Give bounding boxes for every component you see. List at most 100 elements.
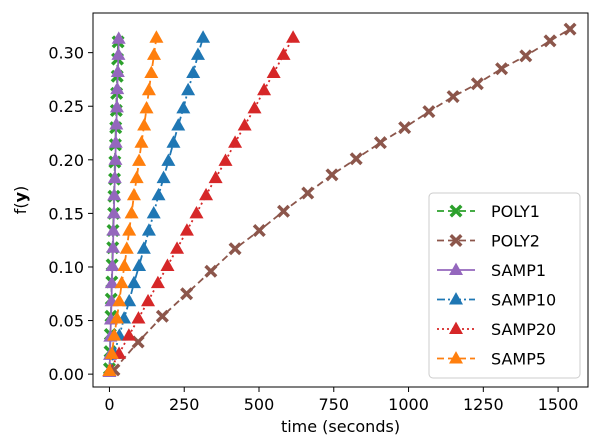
data-point-samp5	[112, 293, 127, 307]
data-point-samp10	[171, 118, 186, 131]
data-point-samp10	[156, 170, 171, 184]
x-tick-label: 1250	[463, 395, 504, 414]
data-point-samp20	[121, 328, 136, 341]
data-point-samp20	[189, 206, 204, 219]
data-point-samp10	[132, 258, 147, 271]
y-tick-label: 0.05	[48, 312, 84, 331]
data-point-poly2	[131, 335, 145, 349]
data-point-samp20	[228, 135, 243, 148]
y-tick-label: 0.30	[48, 44, 84, 63]
legend-label-samp10: SAMP10	[491, 291, 556, 310]
legend-marker-triangle	[449, 351, 463, 364]
legend-marker-triangle	[449, 292, 463, 305]
data-point-samp1	[108, 152, 123, 165]
data-point-samp1	[107, 187, 122, 201]
data-point-samp1	[109, 99, 124, 113]
data-point-poly2	[180, 287, 194, 301]
data-point-samp10	[161, 153, 176, 166]
data-point-poly2	[155, 309, 169, 323]
data-point-samp20	[150, 275, 165, 289]
data-point-samp10	[151, 187, 166, 201]
data-point-samp20	[199, 187, 214, 201]
data-point-samp5	[117, 258, 132, 271]
data-point-poly2	[563, 22, 577, 36]
data-point-samp5	[102, 363, 117, 376]
data-point-samp10	[166, 135, 181, 148]
plot-frame	[92, 12, 589, 388]
data-point-samp5	[109, 311, 124, 324]
data-point-samp10	[186, 65, 201, 79]
legend-label-samp1: SAMP1	[491, 261, 546, 280]
data-point-samp5	[134, 135, 149, 148]
data-point-samp10	[126, 275, 141, 289]
data-point-samp20	[276, 47, 291, 60]
x-tick-label: 750	[318, 395, 349, 414]
data-point-samp20	[179, 223, 194, 236]
data-point-poly2	[470, 77, 484, 91]
y-axis-label: f(y)	[11, 186, 30, 215]
data-point-samp1	[106, 223, 121, 236]
legend-marker-triangle	[449, 262, 463, 276]
legend-item-poly1: POLY1	[437, 202, 540, 221]
data-point-samp20	[208, 170, 223, 184]
legend-label-poly1: POLY1	[491, 202, 540, 221]
data-point-samp10	[136, 241, 151, 254]
data-point-samp1	[111, 47, 126, 60]
y-axis: 0.00 0.05 0.10 0.15 0.20 0.25 0.30	[48, 44, 93, 384]
x-tick-label: 1500	[538, 395, 579, 414]
legend-marker-x	[449, 204, 463, 218]
data-point-samp10	[176, 101, 191, 114]
series-layer	[102, 22, 577, 378]
legend-item-poly2: POLY2	[437, 232, 540, 251]
legend-label-samp5: SAMP5	[491, 350, 546, 369]
data-point-samp1	[104, 275, 119, 289]
data-point-samp10	[122, 293, 137, 307]
x-tick-label: 1000	[388, 395, 429, 414]
y-tick-label: 0.00	[48, 365, 84, 384]
data-point-samp5	[137, 118, 152, 131]
data-point-samp20	[237, 118, 252, 131]
data-point-poly2	[252, 224, 266, 238]
data-point-poly2	[519, 49, 533, 63]
legend-box	[428, 192, 581, 379]
y-tick-label: 0.25	[48, 97, 84, 116]
series-samp10	[102, 30, 211, 376]
data-point-poly2	[373, 136, 387, 150]
data-point-samp5	[147, 47, 162, 60]
legend-marker-triangle	[449, 321, 463, 335]
data-point-samp10	[141, 223, 156, 236]
data-point-samp1	[110, 81, 125, 95]
legend-item-samp5: SAMP5	[437, 350, 546, 369]
x-tick-label: 250	[169, 395, 200, 414]
legend-item-samp10: SAMP10	[437, 291, 556, 310]
data-point-samp1	[110, 64, 125, 77]
y-axis-label-prefix: f(	[11, 202, 30, 214]
data-point-samp5	[114, 275, 129, 289]
data-point-samp20	[218, 153, 233, 166]
data-point-samp5	[129, 170, 144, 184]
data-point-samp1	[105, 258, 120, 271]
data-point-samp10	[190, 47, 205, 60]
data-point-samp1	[106, 240, 121, 253]
legend-marker-x	[449, 234, 463, 247]
data-point-samp20	[266, 65, 281, 79]
data-point-poly2	[422, 105, 436, 119]
plot-area	[92, 12, 589, 388]
series-poly2	[107, 22, 577, 377]
data-point-samp5	[126, 187, 141, 201]
x-axis-label: time (seconds)	[281, 417, 400, 436]
data-point-samp5	[144, 65, 159, 79]
data-point-poly2	[543, 34, 557, 48]
data-point-samp5	[139, 101, 154, 114]
data-point-samp5	[132, 153, 147, 166]
data-point-samp1	[106, 206, 121, 219]
data-point-samp1	[111, 31, 126, 44]
data-point-samp20	[257, 82, 272, 96]
data-point-samp10	[146, 206, 161, 219]
legend-item-samp1: SAMP1	[437, 261, 546, 280]
data-point-poly2	[277, 204, 291, 218]
data-point-poly2	[349, 152, 363, 166]
y-axis-label-suffix: )	[11, 186, 30, 192]
data-point-samp10	[196, 30, 211, 43]
y-tick-label: 0.15	[48, 204, 84, 223]
